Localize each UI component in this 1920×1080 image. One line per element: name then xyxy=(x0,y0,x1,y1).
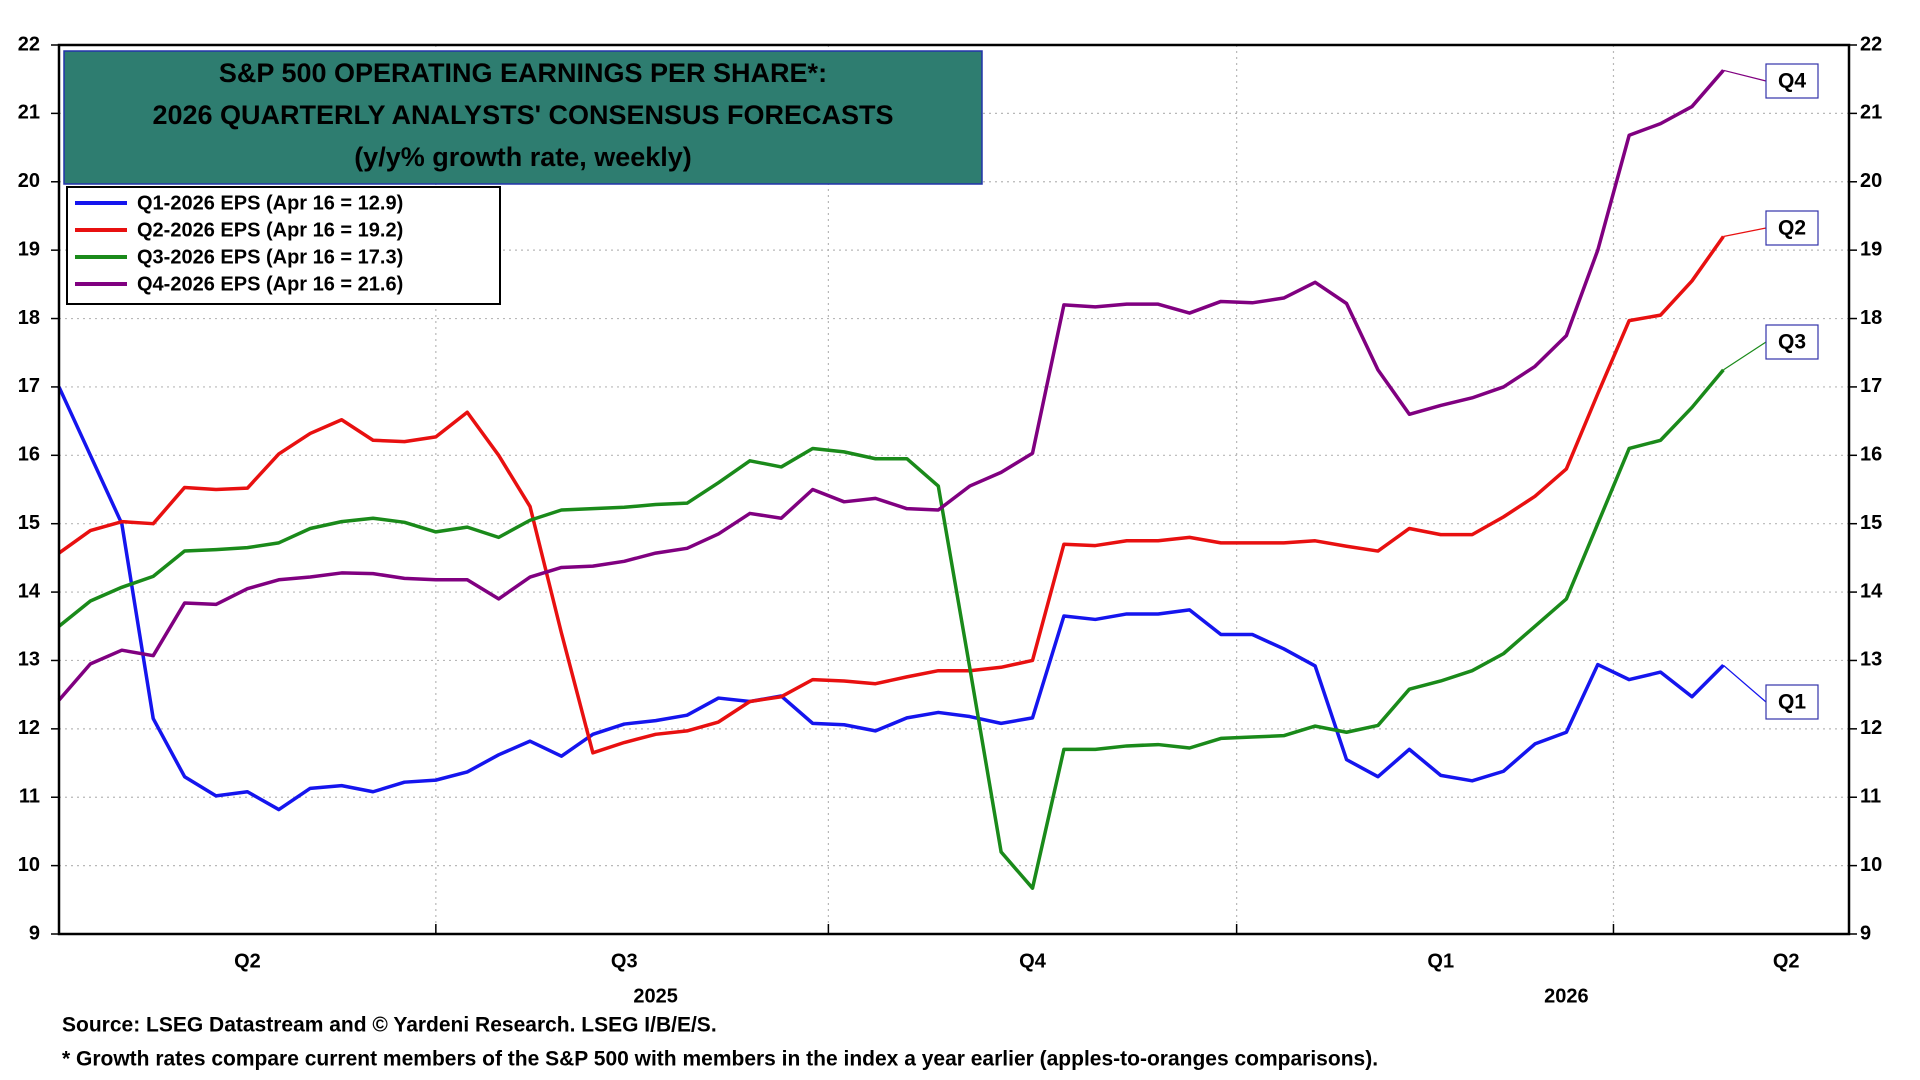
plot-frame xyxy=(57,43,1851,936)
legend-label: Q4-2026 EPS (Apr 16 = 21.6) xyxy=(137,273,403,295)
footnote: * Growth rates compare current members o… xyxy=(62,1048,1378,1071)
legend-label: Q2-2026 EPS (Apr 16 = 19.2) xyxy=(137,219,403,241)
x-tick-label: Q1 xyxy=(1427,950,1454,972)
series-line xyxy=(57,235,1725,755)
callout-connector xyxy=(1723,69,1767,82)
legend-label: Q3-2026 EPS (Apr 16 = 17.3) xyxy=(137,246,403,268)
y-tick-label: 9 xyxy=(29,922,40,944)
series-line xyxy=(57,386,1725,812)
callout-label: Q3 xyxy=(1778,331,1806,354)
y2-tick-label: 18 xyxy=(1860,307,1882,329)
callout-box xyxy=(1765,684,1819,720)
x-tick-label: Q3 xyxy=(611,950,638,972)
y2-tick-label: 22 xyxy=(1860,33,1882,55)
y2-tick-label: 17 xyxy=(1860,375,1882,397)
y-tick-label: 10 xyxy=(18,854,40,876)
y2-tick-label: 13 xyxy=(1860,649,1882,671)
chart-title: S&P 500 OPERATING EARNINGS PER SHARE*: xyxy=(219,58,827,88)
callout-label: Q4 xyxy=(1778,70,1806,93)
y2-tick-label: 14 xyxy=(1860,580,1883,602)
series-line xyxy=(57,368,1725,890)
y2-tick-label: 16 xyxy=(1860,444,1882,466)
x-tick-label: Q4 xyxy=(1019,950,1047,972)
y-tick-label: 13 xyxy=(18,649,40,671)
y-tick-label: 21 xyxy=(18,102,40,124)
y-tick-label: 19 xyxy=(18,238,40,260)
y-tick-label: 15 xyxy=(18,512,40,534)
y2-tick-label: 12 xyxy=(1860,717,1882,739)
y-tick-label: 20 xyxy=(18,170,40,192)
plot-lines xyxy=(57,69,1725,890)
y2-tick-label: 10 xyxy=(1860,854,1882,876)
x-year-label: 2025 xyxy=(633,985,678,1007)
legend-label: Q1-2026 EPS (Apr 16 = 12.9) xyxy=(137,192,403,214)
callout-label: Q1 xyxy=(1778,691,1806,714)
y2-tick-label: 19 xyxy=(1860,238,1882,260)
y-tick-label: 17 xyxy=(18,375,40,397)
y-tick-label: 14 xyxy=(18,580,41,602)
y2-tick-label: 9 xyxy=(1860,922,1871,944)
callout-connector xyxy=(1723,341,1767,371)
callout-box xyxy=(1765,324,1819,360)
callout-box xyxy=(1765,210,1819,246)
y-tick-label: 18 xyxy=(18,307,40,329)
y2-tick-label: 15 xyxy=(1860,512,1882,534)
y2-tick-label: 11 xyxy=(1860,786,1881,808)
source-note: Source: LSEG Datastream and © Yardeni Re… xyxy=(62,1014,717,1037)
series-line xyxy=(57,69,1725,702)
x-tick-label: Q2 xyxy=(234,950,261,972)
overlay: Q1 Q2 Q3 Q4 S&P 500 OPERATING EARNINGS PER S… xyxy=(63,50,1819,720)
callout-box xyxy=(1765,63,1819,99)
x-year-label: 2026 xyxy=(1544,985,1589,1007)
y2-tick-label: 21 xyxy=(1860,102,1882,124)
title-box xyxy=(63,50,983,185)
axes: 9 9 10 10 11 11 12 12 13 13 14 14 15 15 16 16 17 17 18 18 19… xyxy=(18,33,1883,1007)
y-tick-label: 11 xyxy=(19,786,40,808)
chart-title: (y/y% growth rate, weekly) xyxy=(354,142,692,172)
y-tick-label: 22 xyxy=(18,33,40,55)
callout-connector xyxy=(1723,227,1767,238)
legend-box xyxy=(66,186,501,305)
y-tick-label: 16 xyxy=(18,444,40,466)
y2-tick-label: 20 xyxy=(1860,170,1882,192)
chart-title: 2026 QUARTERLY ANALYSTS' CONSENSUS FOREC… xyxy=(152,100,893,130)
callout-label: Q2 xyxy=(1778,217,1806,240)
x-tick-label: Q2 xyxy=(1773,950,1800,972)
y-tick-label: 12 xyxy=(18,717,40,739)
callout-connector xyxy=(1722,664,1767,703)
